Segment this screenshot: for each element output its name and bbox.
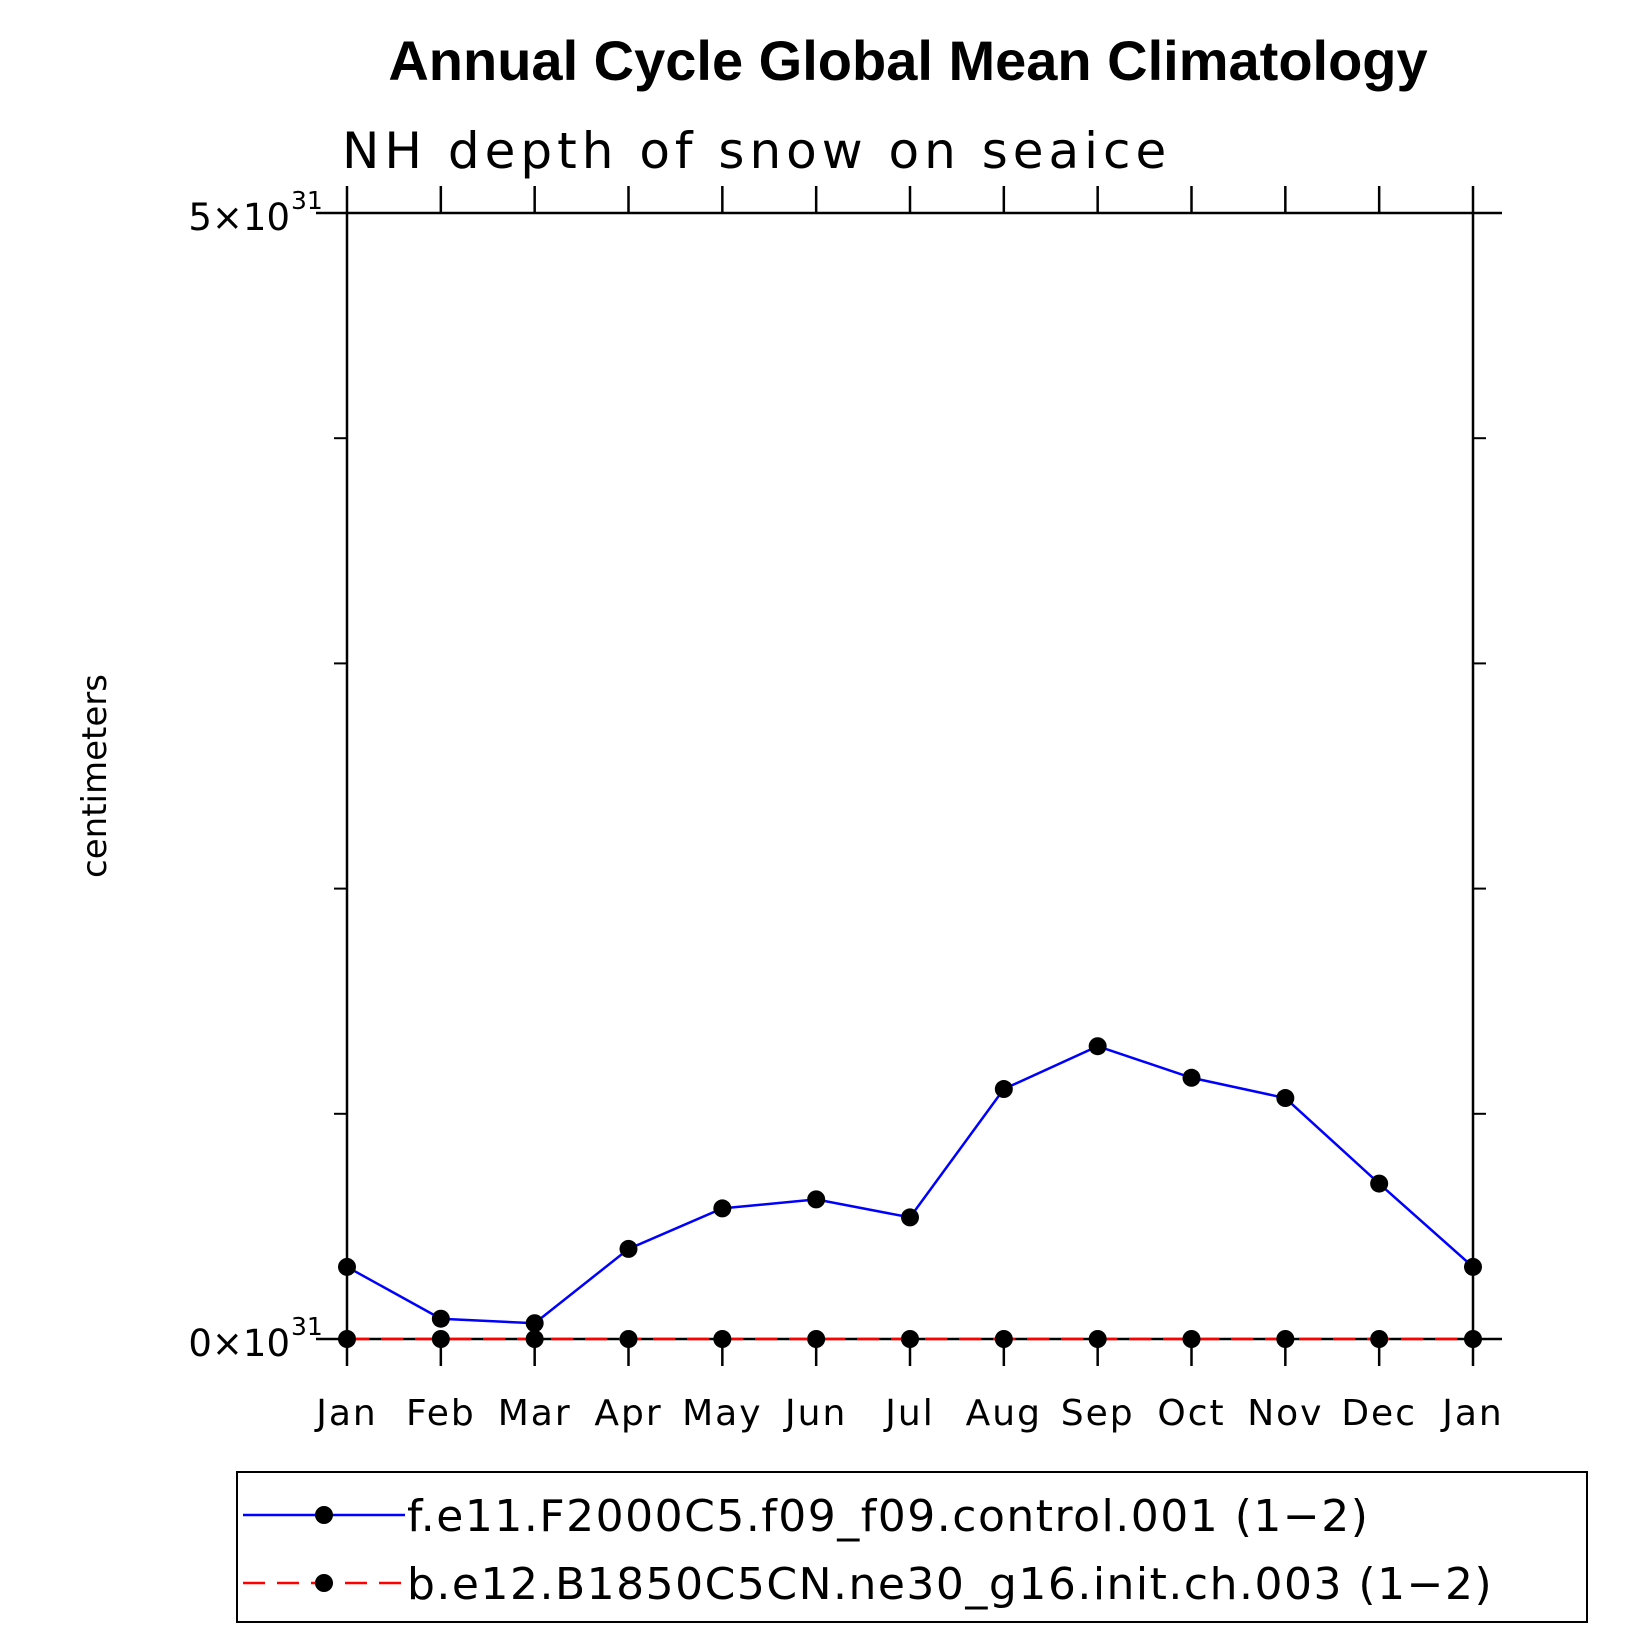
data-point bbox=[1276, 1330, 1295, 1348]
data-point bbox=[1276, 1089, 1295, 1108]
data-point bbox=[338, 1330, 356, 1348]
data-point bbox=[1464, 1330, 1482, 1348]
x-tick-label: Nov bbox=[1247, 1393, 1323, 1434]
x-tick-label: Jan bbox=[314, 1393, 378, 1434]
x-tick-label: Jul bbox=[883, 1393, 934, 1434]
legend: f.e11.F2000C5.f09_f09.control.001 (1−2) b… bbox=[236, 1471, 1588, 1623]
chart-title: Annual Cycle Global Mean Climatology bbox=[388, 29, 1427, 92]
data-point bbox=[431, 1309, 450, 1328]
data-point bbox=[1464, 1257, 1482, 1276]
data-point bbox=[901, 1208, 919, 1227]
data-point bbox=[713, 1330, 732, 1348]
data-point bbox=[1182, 1330, 1201, 1348]
data-point bbox=[525, 1330, 544, 1348]
x-tick-label: Aug bbox=[966, 1393, 1042, 1434]
data-point bbox=[338, 1257, 356, 1276]
data-point bbox=[713, 1199, 732, 1218]
x-tick-label: May bbox=[682, 1393, 762, 1434]
x-tick-labels: Jan Feb Mar Apr May Jun Jul Aug Sep Oct Nov Dec Jan bbox=[314, 1393, 1504, 1434]
x-tick-label: Oct bbox=[1157, 1393, 1225, 1434]
series-layer bbox=[338, 1037, 1482, 1348]
data-point bbox=[431, 1330, 450, 1348]
plot-frame bbox=[316, 211, 1502, 1341]
legend-label: f.e11.F2000C5.f09_f09.control.001 (1−2) bbox=[407, 1491, 1369, 1542]
data-point bbox=[1182, 1068, 1201, 1087]
data-point bbox=[1088, 1330, 1107, 1348]
x-tick-label: Apr bbox=[594, 1393, 662, 1434]
legend-label: b.e12.B1850C5CN.ne30_g16.init.ch.003 (1−… bbox=[407, 1559, 1493, 1610]
y-tick-labels: 0×10 315×10 31 bbox=[188, 186, 322, 1365]
x-tick-label: Dec bbox=[1341, 1393, 1417, 1434]
data-point bbox=[807, 1190, 826, 1209]
series-line bbox=[346, 1044, 1474, 1325]
x-tick-label: Jun bbox=[783, 1393, 847, 1434]
legend-swatch-marker bbox=[315, 1506, 333, 1524]
series-2 bbox=[338, 1330, 1482, 1348]
y-axis-label: centimeters bbox=[75, 674, 115, 878]
data-point bbox=[994, 1080, 1013, 1099]
legend-box bbox=[236, 1471, 1588, 1623]
data-point bbox=[619, 1330, 638, 1348]
x-tick-label: Feb bbox=[406, 1393, 476, 1434]
y-tick-label: 5×10 bbox=[188, 196, 290, 239]
x-tick-label: Mar bbox=[498, 1393, 572, 1434]
data-point bbox=[901, 1330, 919, 1348]
data-point bbox=[807, 1330, 826, 1348]
data-point bbox=[1088, 1037, 1107, 1056]
legend-swatch-marker bbox=[315, 1574, 333, 1592]
data-point bbox=[619, 1239, 638, 1258]
data-point bbox=[525, 1314, 544, 1333]
series-1 bbox=[338, 1037, 1482, 1333]
y-tick-exponent: 31 bbox=[291, 1312, 323, 1341]
y-tick-exponent: 31 bbox=[291, 186, 323, 215]
x-tick-label: Sep bbox=[1061, 1393, 1135, 1434]
axis-ticks bbox=[334, 186, 1486, 1366]
x-tick-label: Jan bbox=[1440, 1393, 1504, 1434]
data-point bbox=[1370, 1330, 1389, 1348]
y-tick-label: 0×10 bbox=[188, 1322, 290, 1365]
data-point bbox=[1370, 1174, 1389, 1193]
chart-subtitle: NH depth of snow on seaice bbox=[342, 122, 1171, 180]
data-point bbox=[994, 1330, 1013, 1348]
